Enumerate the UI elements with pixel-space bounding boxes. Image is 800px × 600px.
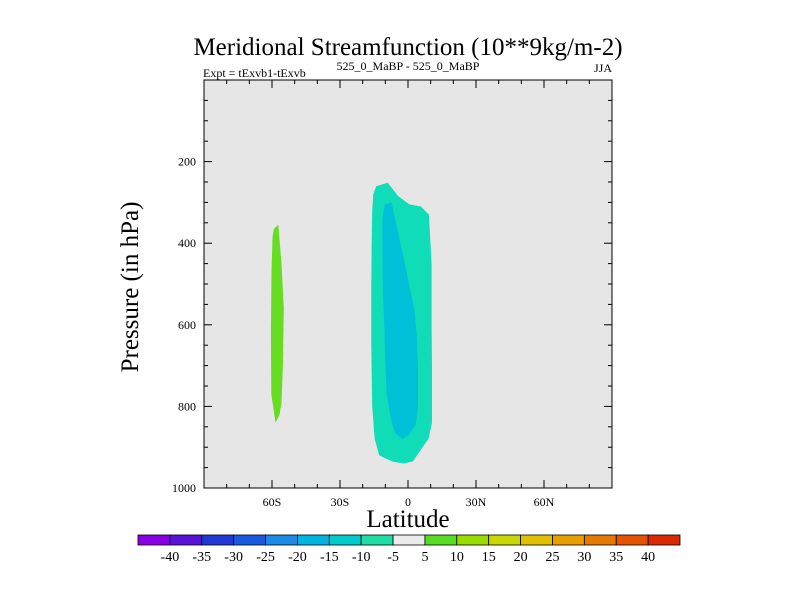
tick-labels: 60S 30S 0 30N 60N 200 400 600 800 1000 [172,155,555,509]
colorbar-swatch [647,534,681,546]
colorbar-label: 35 [609,550,623,565]
contour-region-negative-cell-inner [382,202,418,439]
colorbar-swatch [297,534,330,546]
colorbar-swatch [488,534,521,546]
colorbar-label: 15 [482,550,496,565]
plot-frame [203,79,613,489]
colorbar-label: 25 [545,550,559,565]
colorbar-swatch [552,534,585,546]
colorbar-swatch [360,534,394,546]
x-axis-label: Latitude [366,506,449,533]
colorbar-swatch [583,534,617,546]
chart-title: Meridional Streamfunction (10**9kg/m-2) [193,34,622,61]
axis-ticks [203,79,613,489]
colorbar-swatch [137,534,171,546]
y-tick-label: 800 [178,399,196,413]
x-tick-label: 30S [331,495,350,509]
colorbar-label: -35 [192,550,211,565]
colorbar-swatch [456,534,490,546]
colorbar-label: -10 [352,550,371,565]
colorbar-swatch [201,534,235,546]
x-tick-label: 30N [466,495,487,509]
colorbar-swatch [615,534,649,546]
contour-regions [270,182,432,464]
y-tick-label: 200 [178,155,196,169]
colorbar-swatch [520,534,553,546]
colorbar-swatch [233,534,266,546]
x-tick-label: 60S [263,495,282,509]
colorbar-label: 20 [514,550,528,565]
y-tick-label: 400 [178,236,196,250]
colorbar-label: 10 [450,550,464,565]
center-label: 525_0_MaBP - 525_0_MaBP [337,59,480,73]
y-axis-label: Pressure (in hPa) [117,202,144,373]
colorbar-swatch [328,534,362,546]
colorbar-label: -25 [256,550,275,565]
colorbar-swatch [424,534,458,546]
colorbar-label: -40 [161,550,180,565]
contour-region-positive-cell-south [270,224,284,423]
y-tick-label: 600 [178,318,196,332]
x-tick-label: 60N [534,495,555,509]
colorbar-label: -15 [320,550,339,565]
colorbar-label: -20 [288,550,307,565]
colorbar-label: 40 [641,550,655,565]
y-tick-label: 1000 [172,481,196,495]
colorbar-swatch [392,534,426,546]
colorbar-label: -5 [387,550,399,565]
right-label: JJA [594,61,612,75]
colorbar-label: 30 [577,550,591,565]
colorbar-label: 5 [421,550,428,565]
left-label: Expt = tExvb1-tExvb [203,66,306,80]
colorbar: -40 -35 -30 -25 -20 -15 -10 -5 5 10 15 20 25 30 35 40 [137,534,681,565]
x-tick-label: 0 [405,495,411,509]
colorbar-label: -30 [224,550,243,565]
colorbar-swatch [169,534,203,546]
colorbar-swatch [265,534,298,546]
